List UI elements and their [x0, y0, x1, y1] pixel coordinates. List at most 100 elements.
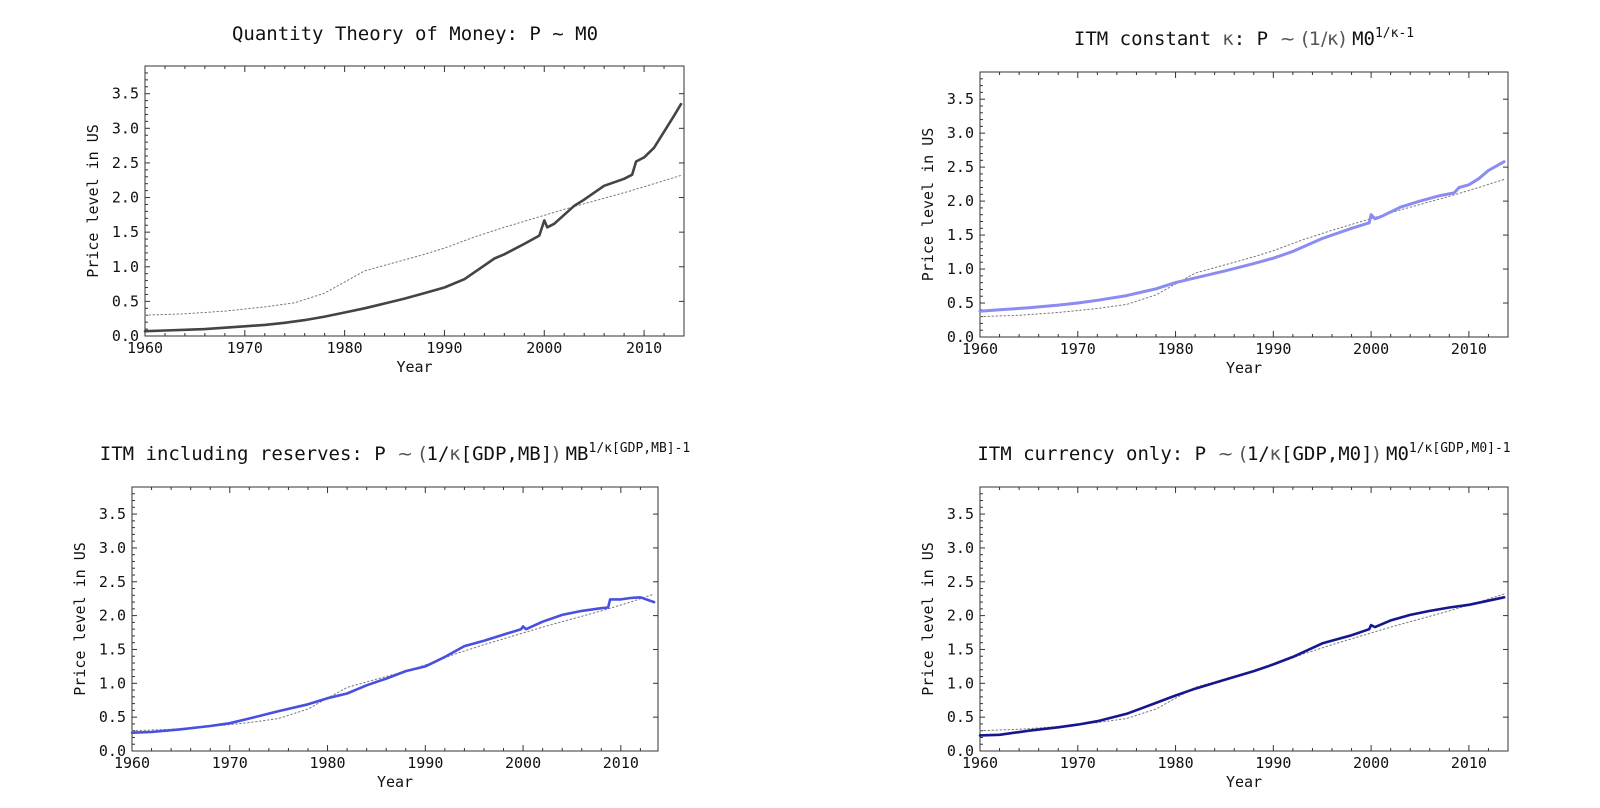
- y-tick-label: 0.5: [947, 294, 974, 312]
- y-axis-label: Price level in US: [919, 542, 937, 696]
- x-tick-label: 1990: [1255, 340, 1291, 358]
- title-part: 1/κ[GDP,MB]-1: [589, 441, 691, 456]
- x-tick-label: 1990: [407, 754, 443, 772]
- model-series-line: [130, 595, 656, 735]
- y-tick-label: 3.5: [947, 505, 974, 523]
- x-tick-label: 1960: [962, 754, 998, 772]
- y-tick-label: 0.0: [99, 742, 126, 760]
- reference-series-line: [131, 593, 655, 732]
- chart-title: ITM including reserves: P ~ (1/κ[GDP,MB]…: [100, 441, 691, 465]
- model-series-line: [978, 160, 1506, 313]
- x-axis-label: Year: [1226, 773, 1262, 791]
- y-tick-label: 2.5: [99, 573, 126, 591]
- title-part: ITM constant: [1074, 28, 1223, 50]
- chart-4: ITM currency only: P ~ (1/κ[GDP,M0]) M01…: [919, 441, 1511, 791]
- model-series-line: [978, 595, 1506, 737]
- y-tick-label: 1.5: [112, 223, 139, 241]
- title-part: 1/: [427, 443, 450, 465]
- y-axis-label: Price level in US: [71, 542, 89, 696]
- chart-1: Quantity Theory of Money: P ~ M0 0.0 0.5 1.…: [84, 23, 685, 376]
- title-part: [GDP,MB]: [461, 443, 553, 465]
- x-tick-label: 2010: [1451, 340, 1487, 358]
- y-tick-label: 1.5: [947, 226, 974, 244]
- y-tick-label: 3.5: [112, 85, 139, 103]
- y-tick-label: 0.5: [99, 708, 126, 726]
- x-axis-label: Year: [1226, 359, 1262, 377]
- title-part: ): [552, 443, 565, 465]
- title-part: : P: [1234, 28, 1280, 50]
- x-tick-label: 1960: [127, 339, 163, 357]
- y-tick-label: 2.0: [947, 192, 974, 210]
- y-tick-label: 2.0: [947, 607, 974, 625]
- y-tick-label: 1.5: [99, 640, 126, 658]
- y-tick-label: 0.5: [947, 708, 974, 726]
- y-tick-label: 3.0: [947, 124, 974, 142]
- model-series-line: [143, 102, 683, 333]
- title-part: ITM currency only: P: [977, 443, 1217, 465]
- title-part: κ: [449, 443, 460, 465]
- x-tick-label: 2010: [626, 339, 662, 357]
- y-tick-label: 2.5: [947, 573, 974, 591]
- y-tick-label: 3.0: [99, 539, 126, 557]
- reference-series-line: [144, 174, 682, 316]
- x-tick-label: 1990: [1255, 754, 1291, 772]
- reference-series-line: [979, 593, 1505, 732]
- x-tick-label: 2010: [1451, 754, 1487, 772]
- x-tick-label: 1980: [1157, 754, 1193, 772]
- x-tick-label: 2000: [505, 754, 541, 772]
- reference-series-line: [979, 178, 1505, 318]
- title-part: κ: [1223, 28, 1234, 50]
- y-tick-label: 3.0: [112, 119, 139, 137]
- title-part: ~ (1/κ): [1280, 28, 1353, 50]
- x-tick-label: 2000: [1353, 340, 1389, 358]
- y-tick-label: 1.5: [947, 640, 974, 658]
- x-tick-label: 1970: [1060, 754, 1096, 772]
- x-tick-label: 1980: [309, 754, 345, 772]
- y-tick-label: 3.5: [99, 505, 126, 523]
- x-tick-label: 1960: [962, 340, 998, 358]
- chart-title: ITM constant κ: P ~ (1/κ) M01/κ-1: [1074, 26, 1414, 50]
- y-tick-label: 0.5: [112, 292, 139, 310]
- y-tick-label: 2.0: [99, 607, 126, 625]
- y-tick-label: 0.0: [947, 742, 974, 760]
- x-tick-label: 2000: [1353, 754, 1389, 772]
- y-tick-label: 0.0: [947, 328, 974, 346]
- title-part: MB: [566, 443, 589, 465]
- title-part: ~ (: [397, 443, 426, 465]
- plot-frame: [131, 486, 659, 752]
- chart-3: ITM including reserves: P ~ (1/κ[GDP,MB]…: [71, 441, 690, 791]
- y-axis-label: Price level in US: [84, 124, 102, 278]
- y-tick-label: 1.0: [99, 674, 126, 692]
- x-tick-label: 2000: [526, 339, 562, 357]
- y-tick-label: 1.0: [947, 260, 974, 278]
- title-part: 1/κ[GDP,M0]-1: [1409, 441, 1511, 456]
- title-part: Quantity Theory of Money: P ~ M0: [232, 23, 598, 45]
- y-tick-label: 1.0: [112, 258, 139, 276]
- x-tick-label: 1970: [1060, 340, 1096, 358]
- y-tick-label: 0.0: [112, 327, 139, 345]
- x-tick-label: 1970: [212, 754, 248, 772]
- y-tick-label: 2.5: [947, 158, 974, 176]
- y-tick-label: 3.0: [947, 539, 974, 557]
- y-tick-label: 1.0: [947, 674, 974, 692]
- title-part: 1/: [1247, 443, 1270, 465]
- x-tick-label: 1990: [426, 339, 462, 357]
- title-part: 1/κ-1: [1375, 26, 1414, 41]
- x-tick-label: 1960: [114, 754, 150, 772]
- x-tick-label: 1970: [227, 339, 263, 357]
- title-part: ITM including reserves: P: [100, 443, 397, 465]
- x-axis-label: Year: [396, 358, 432, 376]
- title-part: M0: [1352, 28, 1375, 50]
- y-tick-label: 2.5: [112, 154, 139, 172]
- plot-frame: [979, 486, 1509, 752]
- x-axis-label: Year: [377, 773, 413, 791]
- y-tick-label: 3.5: [947, 90, 974, 108]
- title-part: [GDP,M0]: [1281, 443, 1373, 465]
- plot-frame: [144, 65, 685, 337]
- title-part: ~ (: [1218, 443, 1247, 465]
- title-part: M0: [1386, 443, 1409, 465]
- x-tick-label: 1980: [327, 339, 363, 357]
- title-part: ): [1373, 443, 1386, 465]
- x-tick-label: 2010: [603, 754, 639, 772]
